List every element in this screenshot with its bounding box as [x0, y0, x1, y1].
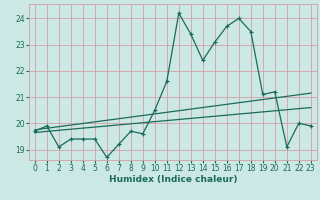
- X-axis label: Humidex (Indice chaleur): Humidex (Indice chaleur): [108, 175, 237, 184]
